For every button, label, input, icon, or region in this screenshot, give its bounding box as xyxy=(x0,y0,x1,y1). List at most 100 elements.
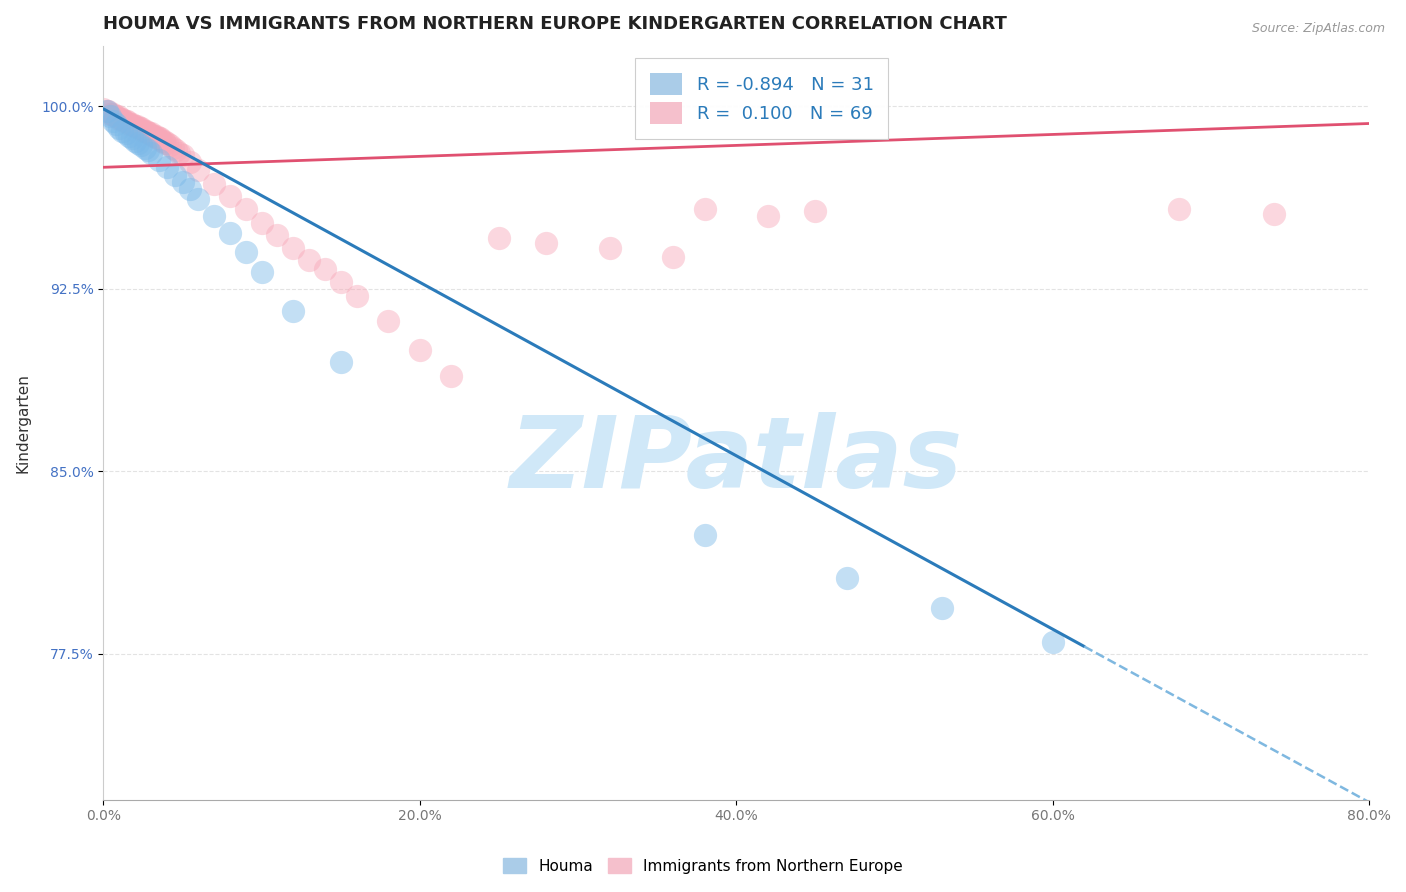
Text: ZIPatlas: ZIPatlas xyxy=(510,412,963,509)
Point xyxy=(120,116,142,130)
Point xyxy=(172,175,194,189)
Point xyxy=(124,119,146,133)
Point xyxy=(136,143,159,157)
Point xyxy=(122,119,145,133)
Point xyxy=(235,202,257,216)
Point xyxy=(298,252,321,267)
Point xyxy=(202,209,225,223)
Point xyxy=(162,141,184,155)
Point xyxy=(111,124,134,138)
Point xyxy=(146,131,169,145)
Point xyxy=(105,116,128,130)
Point xyxy=(536,235,558,250)
Point xyxy=(756,209,779,223)
Point xyxy=(250,265,273,279)
Point xyxy=(131,138,153,153)
Point xyxy=(108,121,131,136)
Point xyxy=(283,241,305,255)
Point xyxy=(283,303,305,318)
Point xyxy=(128,121,150,136)
Point xyxy=(202,178,225,192)
Point xyxy=(165,143,187,157)
Point xyxy=(121,131,143,145)
Point xyxy=(108,112,131,126)
Point xyxy=(329,275,352,289)
Point xyxy=(156,136,179,150)
Point xyxy=(97,104,120,119)
Point xyxy=(101,107,124,121)
Point xyxy=(134,141,156,155)
Point xyxy=(163,168,186,182)
Point xyxy=(135,124,157,138)
Point xyxy=(488,231,510,245)
Point xyxy=(139,126,162,140)
Point xyxy=(172,148,194,162)
Point xyxy=(121,116,143,130)
Point xyxy=(100,107,122,121)
Point xyxy=(179,155,201,169)
Point xyxy=(115,114,138,128)
Point xyxy=(150,134,173,148)
Point xyxy=(98,107,121,121)
Point xyxy=(152,134,174,148)
Point xyxy=(93,102,115,116)
Point xyxy=(159,138,181,153)
Point xyxy=(662,250,685,264)
Point xyxy=(111,112,134,126)
Point xyxy=(377,313,399,327)
Point xyxy=(235,245,257,260)
Point xyxy=(440,369,463,384)
Point xyxy=(141,128,163,143)
Point xyxy=(346,289,368,303)
Point xyxy=(132,124,155,138)
Point xyxy=(266,228,288,243)
Point xyxy=(169,145,191,160)
Point xyxy=(1042,634,1064,648)
Point xyxy=(693,527,716,541)
Point xyxy=(98,109,121,123)
Point xyxy=(114,126,136,140)
Point xyxy=(125,119,148,133)
Point xyxy=(127,136,149,150)
Point xyxy=(96,104,118,119)
Point xyxy=(835,571,858,585)
Point xyxy=(148,131,170,145)
Point xyxy=(136,126,159,140)
Point xyxy=(156,161,179,175)
Point xyxy=(101,114,124,128)
Point xyxy=(219,189,242,203)
Point xyxy=(103,109,125,123)
Legend: R = -0.894   N = 31, R =  0.100   N = 69: R = -0.894 N = 31, R = 0.100 N = 69 xyxy=(636,59,889,138)
Point xyxy=(107,109,129,123)
Point xyxy=(110,112,132,126)
Point xyxy=(329,355,352,369)
Point xyxy=(138,126,160,140)
Point xyxy=(124,134,146,148)
Point xyxy=(145,128,167,143)
Point xyxy=(134,124,156,138)
Point xyxy=(219,226,242,240)
Point xyxy=(148,153,170,167)
Point xyxy=(693,202,716,216)
Point xyxy=(149,131,172,145)
Point xyxy=(187,162,209,177)
Point xyxy=(599,241,621,255)
Point xyxy=(187,192,209,206)
Point xyxy=(127,121,149,136)
Point xyxy=(931,600,953,615)
Point xyxy=(1263,206,1285,220)
Point xyxy=(179,182,201,196)
Point xyxy=(143,128,166,143)
Point xyxy=(114,114,136,128)
Point xyxy=(314,262,336,277)
Point xyxy=(118,128,141,143)
Text: HOUMA VS IMMIGRANTS FROM NORTHERN EUROPE KINDERGARTEN CORRELATION CHART: HOUMA VS IMMIGRANTS FROM NORTHERN EUROPE… xyxy=(104,15,1007,33)
Point xyxy=(153,136,176,150)
Point xyxy=(131,121,153,136)
Point xyxy=(105,109,128,123)
Point xyxy=(139,145,162,160)
Legend: Houma, Immigrants from Northern Europe: Houma, Immigrants from Northern Europe xyxy=(496,852,910,880)
Point xyxy=(1168,202,1191,216)
Point xyxy=(118,116,141,130)
Point xyxy=(409,343,432,357)
